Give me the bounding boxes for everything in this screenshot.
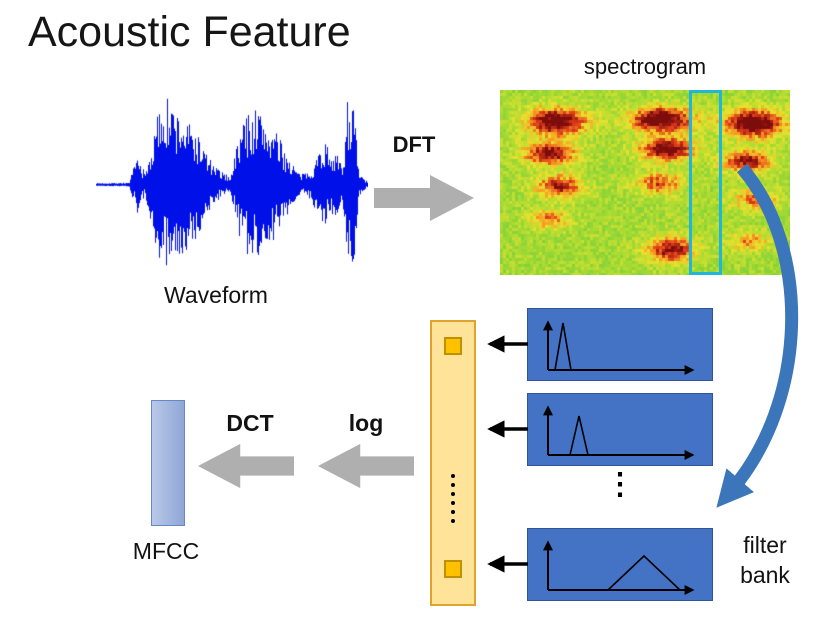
feature-vector-column [430, 320, 476, 606]
filter-bank-label-line1: filter [743, 532, 787, 558]
dct-block-arrow-left-icon [198, 443, 294, 489]
arrow-left-icon-2 [487, 420, 528, 438]
waveform-label: Waveform [164, 282, 268, 308]
frame-highlight-box [689, 90, 722, 275]
waveform-figure [96, 82, 368, 287]
page-title: Acoustic Feature [28, 8, 351, 56]
dot [451, 501, 455, 505]
curved-arrow-icon [716, 163, 799, 508]
log-block-arrow-left-icon [318, 443, 414, 489]
arrow-left-icon-1 [487, 335, 528, 353]
filter-plot-3-icon [543, 540, 695, 595]
feature-column-ellipsis [451, 474, 455, 523]
filterbank-ellipsis: ⋮ [605, 468, 635, 501]
spectrogram-label: spectrogram [583, 54, 707, 79]
filter-bank-label: filter bank [722, 530, 808, 590]
dct-label: DCT [226, 410, 274, 436]
dot [451, 474, 455, 478]
feature-cell-bottom [444, 560, 462, 578]
dot [451, 519, 455, 523]
dft-label: DFT [392, 132, 436, 157]
mfcc-bar [151, 400, 185, 526]
dot [451, 510, 455, 514]
filter-plot-box-2 [527, 393, 713, 466]
log-label: log [348, 410, 384, 436]
arrow-left-icon-3 [487, 555, 528, 573]
mfcc-label: MFCC [132, 538, 200, 564]
dot [451, 492, 455, 496]
filter-bank-label-line2: bank [740, 562, 790, 588]
spectrogram-image [500, 90, 790, 275]
dot [451, 483, 455, 487]
filter-plot-box-1 [527, 308, 713, 381]
filter-plot-1-icon [543, 320, 695, 375]
feature-cell-top [444, 337, 462, 355]
filter-plot-2-icon [543, 405, 695, 460]
filter-plot-box-3 [527, 528, 713, 601]
dft-block-arrow-right-icon [374, 175, 474, 221]
